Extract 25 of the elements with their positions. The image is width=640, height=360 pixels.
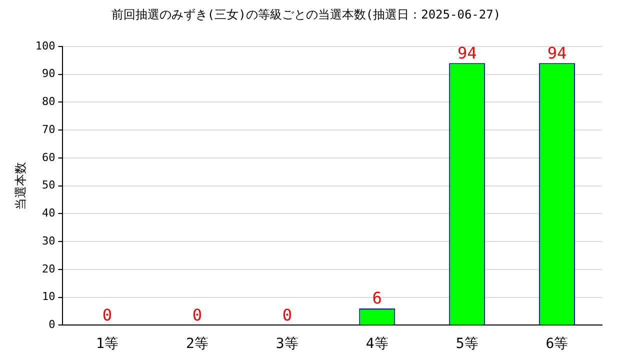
data-label: 6 — [372, 288, 382, 308]
y-tick-label: 10 — [42, 290, 56, 304]
y-axis-title: 当選本数 — [13, 162, 28, 210]
x-tick-label: 5等 — [456, 336, 478, 352]
x-tick-label: 6等 — [546, 336, 568, 352]
data-label: 0 — [282, 305, 292, 324]
y-tick-label: 100 — [35, 39, 56, 52]
x-tick-label: 1等 — [96, 336, 118, 352]
y-tick-label: 20 — [42, 262, 56, 276]
y-tick-label: 50 — [42, 178, 56, 192]
y-tick-label: 70 — [42, 122, 56, 136]
data-label: 0 — [192, 305, 202, 324]
y-tick-label: 0 — [48, 318, 56, 332]
y-tick-label: 60 — [42, 150, 56, 164]
x-tick-label: 2等 — [186, 336, 208, 352]
chart-title: 前回抽選のみずき(三女)の等級ごとの当選本数(抽選日：2025-06-27) — [111, 7, 501, 22]
y-tick-label: 40 — [42, 206, 56, 220]
y-tick-label: 30 — [42, 234, 56, 248]
x-tick-label: 3等 — [276, 336, 298, 352]
x-tick-label: 4等 — [366, 336, 388, 352]
y-tick-label: 80 — [42, 95, 56, 108]
data-label: 94 — [547, 43, 567, 62]
y-tick-label: 90 — [42, 67, 56, 80]
data-label: 0 — [102, 305, 112, 324]
data-label: 94 — [457, 43, 477, 62]
